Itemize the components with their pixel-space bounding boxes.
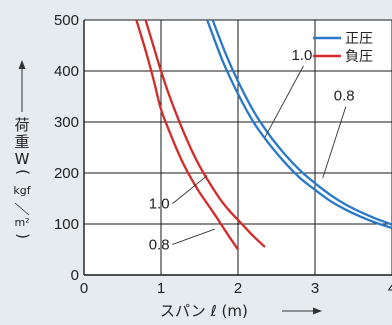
positive-pressure-curve-a	[206, 20, 392, 230]
annotation-label: 1.0	[291, 47, 312, 64]
annotation-leader-line	[264, 65, 304, 138]
y-axis-unit-fraction-bar	[14, 202, 30, 216]
y-axis-label-main: 荷重 W	[14, 116, 29, 168]
annotation-label: 0.8	[334, 88, 355, 105]
series-layer	[135, 20, 392, 251]
y-axis-unit-bottom: m²	[14, 216, 29, 229]
x-tick-label: 2	[234, 280, 242, 297]
y-tick-label: 0	[71, 267, 79, 284]
negative-pressure-curve-b	[144, 20, 266, 248]
negative-pressure-curve-a	[135, 20, 239, 251]
y-tick-label: 100	[54, 216, 79, 233]
x-axis-arrow-head	[313, 307, 322, 315]
x-tick-label: 1	[157, 280, 165, 297]
annotation-leader-line	[322, 106, 347, 179]
annotations: 1.0 0.8 1.0 0.8	[149, 47, 355, 253]
y-tick-label: 400	[54, 63, 79, 80]
x-tick-label: 4	[388, 280, 392, 297]
legend-label-negative-pressure: 負圧	[345, 49, 373, 65]
y-tick-label: 500	[54, 12, 79, 29]
annotation-label: 1.0	[149, 196, 170, 213]
grid	[83, 19, 392, 276]
y-tick-label: 300	[54, 114, 79, 131]
y-axis-unit-top: kgf	[13, 184, 31, 197]
x-axis-label-text: スパン ℓ (m)	[160, 302, 248, 320]
y-axis-label: 荷重 W ( kgf m² )	[13, 60, 32, 239]
y-axis-arrow-head	[18, 60, 26, 69]
y-axis-paren-close: )	[14, 233, 32, 239]
positive-pressure-curve-b	[211, 20, 392, 226]
x-axis-label: スパン ℓ (m)	[160, 302, 322, 320]
annotation-label: 0.8	[149, 236, 170, 253]
x-tick-label: 0	[80, 280, 88, 297]
annotation-leader-line	[172, 228, 216, 245]
y-tick-label: 200	[54, 165, 79, 182]
x-tick-label: 3	[311, 280, 319, 297]
y-tick-labels: 0 100 200 300 400 500	[54, 12, 79, 284]
legend: 正圧 負圧	[313, 31, 373, 65]
legend-label-positive-pressure: 正圧	[345, 31, 373, 47]
annotation-leader-line	[172, 175, 208, 204]
x-tick-labels: 0 1 2 3 4	[80, 280, 392, 297]
y-axis-paren-open: (	[14, 169, 32, 175]
